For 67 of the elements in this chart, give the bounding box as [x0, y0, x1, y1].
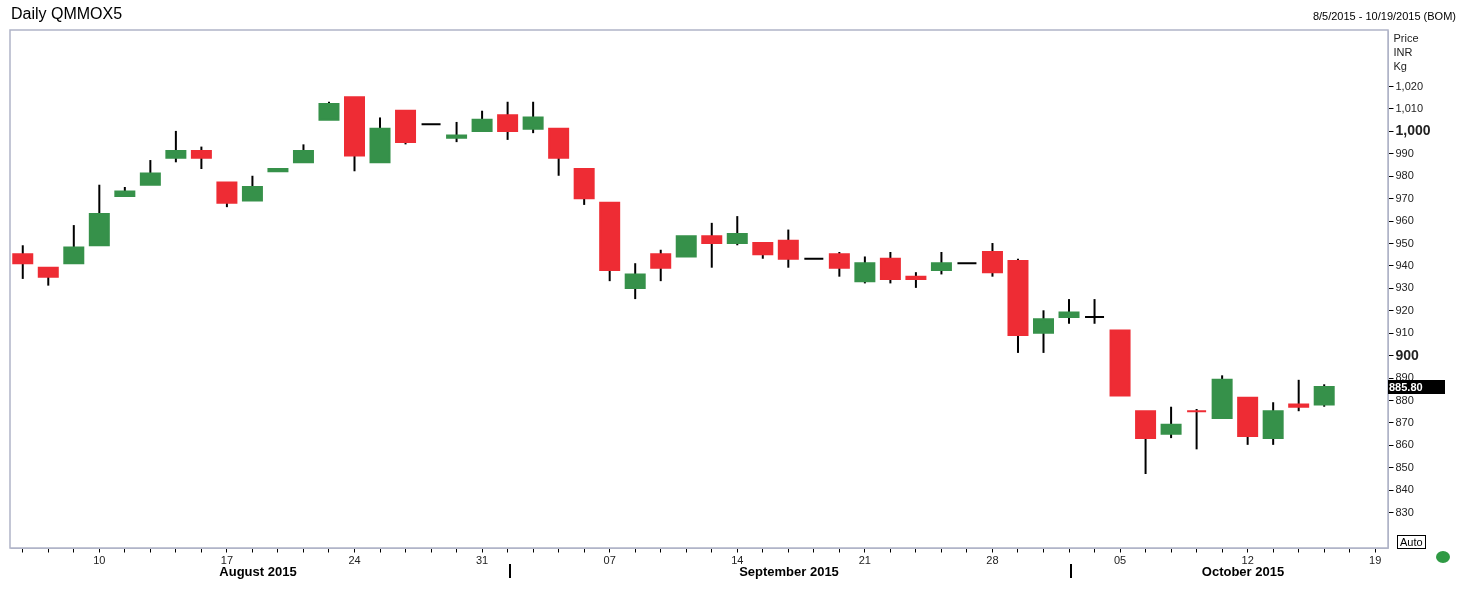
- candlestick: [12, 244, 34, 280]
- text: August 2015: [219, 564, 297, 579]
- x-tick-label: 12: [1241, 553, 1254, 566]
- candlestick: [1160, 405, 1182, 440]
- candlestick: [1033, 309, 1054, 354]
- candlestick: [726, 215, 748, 247]
- chart-title: Daily QMMOX5: [11, 5, 123, 23]
- candlestick: [190, 145, 212, 171]
- candlestick: [497, 100, 519, 141]
- text: 885.80: [1388, 379, 1445, 394]
- chart-subtitle: 8/5/2015 - 10/19/2015 (BOM): [1312, 10, 1456, 22]
- y-tick-label: 900: [1395, 346, 1420, 363]
- y-tick-label: 980: [1395, 169, 1414, 182]
- candlestick: [139, 159, 161, 186]
- candlestick: [1058, 298, 1080, 325]
- x-tick-label: 10: [93, 553, 106, 566]
- candlestick: [624, 262, 646, 301]
- candlestick: [981, 242, 1003, 278]
- y-tick-label: 960: [1395, 214, 1414, 227]
- x-tick-label: 21: [858, 553, 871, 566]
- y-tick-label: 1,000: [1395, 122, 1431, 139]
- y-tick-label: 990: [1395, 146, 1414, 159]
- y-tick-label: 1,020: [1395, 79, 1424, 92]
- y-tick-label: 840: [1395, 483, 1414, 496]
- text: Auto: [1397, 535, 1426, 549]
- text: October 2015: [1201, 564, 1285, 579]
- candlestick: [165, 129, 187, 164]
- candlestick: [1313, 383, 1335, 408]
- candlestick: [1186, 407, 1208, 451]
- y-tick-label: 880: [1395, 393, 1414, 406]
- text: September 2015: [739, 564, 839, 579]
- candlestick: [522, 100, 544, 135]
- candlestick: [828, 251, 850, 278]
- y-tick-label: 920: [1395, 303, 1414, 316]
- x-tick-label: 24: [348, 553, 361, 566]
- x-tick-label: 28: [986, 553, 999, 566]
- candlestick: [1288, 378, 1310, 413]
- y-tick-label: 830: [1395, 505, 1414, 518]
- y-tick-label: 850: [1395, 460, 1414, 473]
- x-tick-label: 07: [603, 553, 616, 566]
- candlestick: [63, 224, 85, 265]
- x-tick-label: 31: [475, 553, 489, 566]
- candlestick: [675, 235, 697, 258]
- candlestick: [879, 251, 901, 285]
- candlestick: [1084, 298, 1106, 325]
- y-tick-label: 940: [1395, 258, 1414, 271]
- candlestick: [216, 181, 238, 209]
- candlestick: [777, 228, 799, 269]
- y-tick-label: 1,010: [1395, 101, 1424, 114]
- candlestick: [701, 221, 723, 269]
- x-tick-label: 19: [1369, 553, 1382, 566]
- y-tick-label: 950: [1395, 236, 1414, 249]
- y-tick-label: 930: [1395, 281, 1414, 294]
- x-tick-label: 05: [1113, 553, 1127, 566]
- y-tick-label: 870: [1395, 415, 1414, 428]
- y-tick-label: 910: [1395, 326, 1414, 339]
- x-tick-label: 14: [731, 553, 744, 566]
- candlestick: [854, 255, 876, 285]
- candlestick: [471, 109, 493, 132]
- candlestick: [930, 251, 952, 276]
- candlestick: [241, 174, 263, 202]
- y-tick-label: 970: [1395, 191, 1414, 204]
- y-tick-label: 860: [1395, 438, 1414, 451]
- candlestick: [446, 120, 468, 144]
- candlestick: [650, 248, 672, 283]
- y-axis-title: Price INR Kg: [1393, 31, 1419, 72]
- x-tick-label: 17: [220, 553, 234, 566]
